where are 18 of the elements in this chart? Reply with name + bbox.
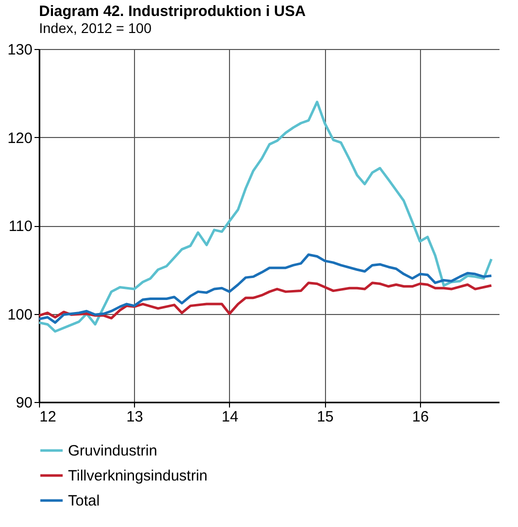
line-series: [39, 282, 493, 320]
x-tick-label: 13: [126, 408, 144, 426]
x-tick-label: 16: [412, 408, 429, 426]
line-series: [39, 100, 493, 333]
x-tick-label: 12: [40, 408, 56, 426]
legend-label: Gruvindustrin: [68, 442, 158, 460]
legend-label: Total: [68, 492, 100, 510]
x-tick-label: 14: [222, 408, 238, 426]
y-tick-label: 130: [7, 42, 32, 58]
y-tick-label: 110: [8, 218, 32, 235]
line-series: [39, 253, 493, 324]
y-tick-label: 90: [16, 394, 32, 412]
chart-subtitle: Index, 2012 = 100: [39, 20, 152, 36]
y-tick-label: 100: [7, 306, 32, 324]
chart-title: Diagram 42. Industriproduktion i USA: [39, 3, 306, 20]
legend-label: Tillverkningsindustrin: [68, 468, 208, 484]
y-tick-label: 120: [7, 130, 32, 147]
x-tick-label: 15: [316, 408, 334, 426]
